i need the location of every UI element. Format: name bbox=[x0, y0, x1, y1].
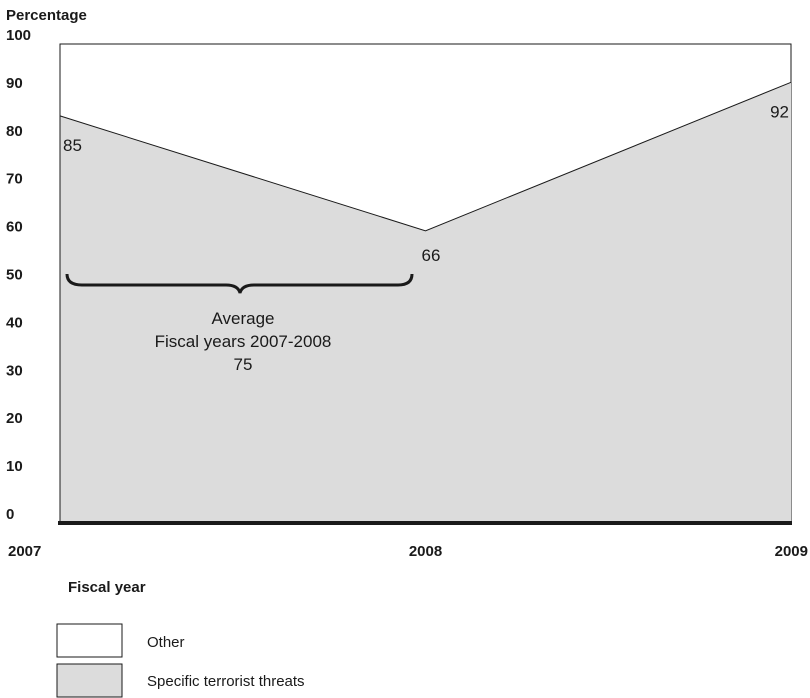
legend-label-specific-terrorist-threats: Specific terrorist threats bbox=[147, 673, 305, 690]
y-tick-label: 90 bbox=[6, 75, 23, 92]
y-tick-label: 30 bbox=[6, 362, 23, 379]
x-tick-label: 2009 bbox=[775, 543, 808, 560]
y-axis-ticks: 0 10 20 30 40 50 60 70 80 90 100 bbox=[6, 27, 31, 523]
legend-swatch-specific-terrorist-threats bbox=[56, 663, 123, 698]
y-tick-label: 0 bbox=[6, 506, 14, 523]
x-axis-ticks: 2007 2008 2009 bbox=[8, 543, 808, 560]
annotation-line-2: Fiscal years 2007-2008 bbox=[155, 332, 332, 351]
area-specific-terrorist-threats bbox=[60, 82, 791, 524]
y-axis-title: Percentage bbox=[6, 7, 87, 24]
y-tick-label: 50 bbox=[6, 267, 23, 284]
y-tick-label: 40 bbox=[6, 314, 23, 331]
data-label: 85 bbox=[63, 136, 82, 155]
data-label: 66 bbox=[422, 246, 441, 265]
y-tick-label: 60 bbox=[6, 219, 23, 236]
y-tick-label: 20 bbox=[6, 410, 23, 427]
x-axis-title: Fiscal year bbox=[68, 579, 146, 596]
legend-label-other: Other bbox=[147, 634, 185, 651]
data-label: 92 bbox=[770, 102, 789, 121]
y-tick-label: 100 bbox=[6, 27, 31, 44]
legend-swatch-other bbox=[56, 623, 123, 658]
average-brace bbox=[65, 273, 414, 294]
x-tick-label: 2008 bbox=[409, 543, 442, 560]
annotation-line-1: Average bbox=[211, 309, 274, 328]
data-labels: 85 66 92 bbox=[63, 102, 789, 264]
y-tick-label: 70 bbox=[6, 171, 23, 188]
annotation-line-3: 75 bbox=[234, 355, 253, 374]
area-boundary-line bbox=[59, 81, 792, 232]
y-tick-label: 80 bbox=[6, 123, 23, 140]
x-tick-label: 2007 bbox=[8, 543, 41, 560]
y-tick-label: 10 bbox=[6, 458, 23, 475]
